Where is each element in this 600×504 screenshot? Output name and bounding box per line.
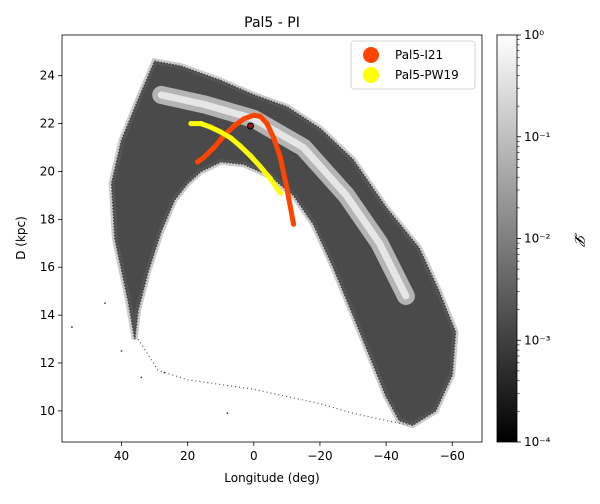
x-tick-label: −40 bbox=[373, 449, 398, 463]
legend-marker-pal5-i21 bbox=[363, 47, 379, 63]
data-point bbox=[194, 159, 201, 165]
colorbar-tick-label: 10⁻¹ bbox=[524, 130, 551, 144]
x-axis-label: Longitude (deg) bbox=[224, 471, 319, 485]
data-point bbox=[290, 221, 297, 227]
colorbar-gradient bbox=[496, 34, 518, 443]
data-point bbox=[237, 143, 244, 149]
data-point bbox=[251, 112, 257, 118]
plot-area bbox=[61, 34, 483, 443]
data-point bbox=[277, 154, 283, 160]
colorbar-tick-label: 10⁻² bbox=[524, 232, 551, 246]
colorbar-ticks: 10⁻⁴ 10⁻³ 10⁻² 10⁻¹ 10⁰ bbox=[517, 28, 551, 449]
legend-label-pal5-pw19: Pal5-PW19 bbox=[395, 68, 459, 82]
y-tick-label: 20 bbox=[40, 164, 55, 178]
series-pal5-pw19 bbox=[188, 120, 283, 196]
colorbar-tick-label: 10⁻³ bbox=[524, 333, 551, 347]
series-layer bbox=[188, 112, 297, 227]
colorbar-tick-label: 10⁻⁴ bbox=[524, 435, 551, 449]
y-tick-label: 14 bbox=[40, 308, 55, 322]
stream-point bbox=[71, 326, 73, 328]
chart-title: Pal5 - PI bbox=[244, 15, 300, 31]
stream-point bbox=[163, 371, 166, 374]
stream-faint-tail bbox=[137, 338, 410, 426]
colorbar-tick-label: 10⁰ bbox=[524, 28, 544, 42]
x-tick-label: 20 bbox=[180, 449, 195, 463]
colorbar-label: 𝓛 bbox=[571, 233, 587, 247]
stream-point bbox=[120, 350, 123, 352]
data-point bbox=[188, 120, 194, 127]
data-point bbox=[241, 116, 247, 122]
data-point bbox=[284, 185, 290, 191]
x-tick-label: −20 bbox=[307, 449, 332, 463]
data-point bbox=[228, 135, 234, 141]
cluster-marker bbox=[247, 122, 255, 130]
data-point bbox=[218, 129, 224, 135]
data-point bbox=[211, 144, 217, 151]
data-point bbox=[264, 120, 270, 127]
y-axis: 10 12 14 16 18 20 22 24 bbox=[40, 69, 62, 418]
x-tick-label: −60 bbox=[440, 449, 465, 463]
y-tick-label: 16 bbox=[40, 260, 55, 274]
y-tick-label: 18 bbox=[40, 212, 55, 226]
stream-point bbox=[140, 376, 143, 379]
plot-frame bbox=[61, 34, 483, 443]
stream-point bbox=[104, 302, 106, 305]
y-tick-label: 10 bbox=[40, 404, 55, 418]
data-point bbox=[198, 120, 204, 127]
legend-marker-pal5-pw19 bbox=[363, 67, 379, 83]
data-point bbox=[277, 190, 283, 196]
data-point bbox=[208, 124, 214, 130]
legend-box bbox=[350, 40, 476, 90]
data-point bbox=[267, 176, 273, 182]
x-tick-label: 0 bbox=[250, 449, 258, 463]
data-point bbox=[257, 164, 264, 170]
data-point bbox=[271, 135, 277, 141]
x-tick-label: 40 bbox=[114, 449, 129, 463]
stream-core-bright bbox=[157, 91, 410, 300]
colorbar: 10⁻⁴ 10⁻³ 10⁻² 10⁻¹ 10⁰ 𝓛 bbox=[496, 28, 587, 449]
y-tick-label: 12 bbox=[40, 356, 55, 370]
data-point bbox=[201, 154, 207, 160]
series-line bbox=[188, 121, 283, 196]
stream-point bbox=[226, 412, 229, 415]
y-tick-label: 24 bbox=[40, 69, 55, 83]
data-point bbox=[231, 123, 237, 129]
y-axis-label: D (kpc) bbox=[14, 216, 28, 260]
legend-label-pal5-i21: Pal5-I21 bbox=[395, 48, 443, 62]
x-axis: 40 20 0 −20 −40 −60 bbox=[114, 442, 465, 463]
stream-envelope bbox=[108, 57, 459, 429]
data-point bbox=[257, 113, 264, 119]
stream-density bbox=[71, 57, 459, 429]
legend: Pal5-I21 Pal5-PW19 bbox=[350, 40, 476, 90]
stream-body bbox=[110, 60, 457, 427]
y-tick-label: 22 bbox=[40, 117, 55, 131]
data-point bbox=[247, 153, 254, 159]
